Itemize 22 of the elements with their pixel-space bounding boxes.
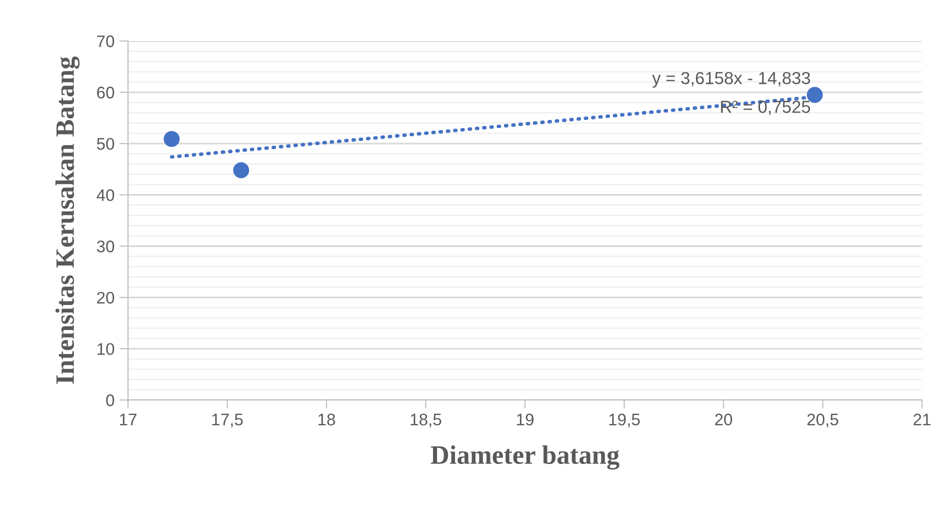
annotation: y = 3,6158x - 14,833	[652, 72, 810, 88]
x-tick-label: 17,5	[212, 414, 243, 428]
x-tick-label: 18,5	[410, 414, 442, 428]
x-axis-title: Diameter batang	[430, 445, 620, 470]
x-tick-label: 19,5	[609, 414, 640, 428]
y-tick-label: 0	[106, 394, 114, 406]
y-axis-title: Intensitas Kerusakan Batang	[55, 56, 80, 384]
y-tick-label: 10	[98, 343, 114, 355]
y-tick-label: 30	[96, 240, 114, 252]
x-tick-label: 21	[914, 414, 930, 426]
y-tick-label: 60	[97, 86, 114, 98]
y-tick-label: 50	[96, 138, 114, 150]
x-tick-label: 19	[517, 414, 534, 426]
y-tick-label: 20	[97, 292, 114, 304]
y-tick-label: 70	[97, 35, 114, 48]
point	[233, 162, 250, 178]
x-tick-label: 18	[318, 414, 336, 426]
x-tick-label: 20	[715, 414, 732, 426]
point	[164, 130, 180, 147]
x-tick-label: 20,5	[807, 414, 838, 428]
x-tick-label: 17	[120, 414, 136, 426]
y-tick-label: 40	[96, 189, 114, 202]
